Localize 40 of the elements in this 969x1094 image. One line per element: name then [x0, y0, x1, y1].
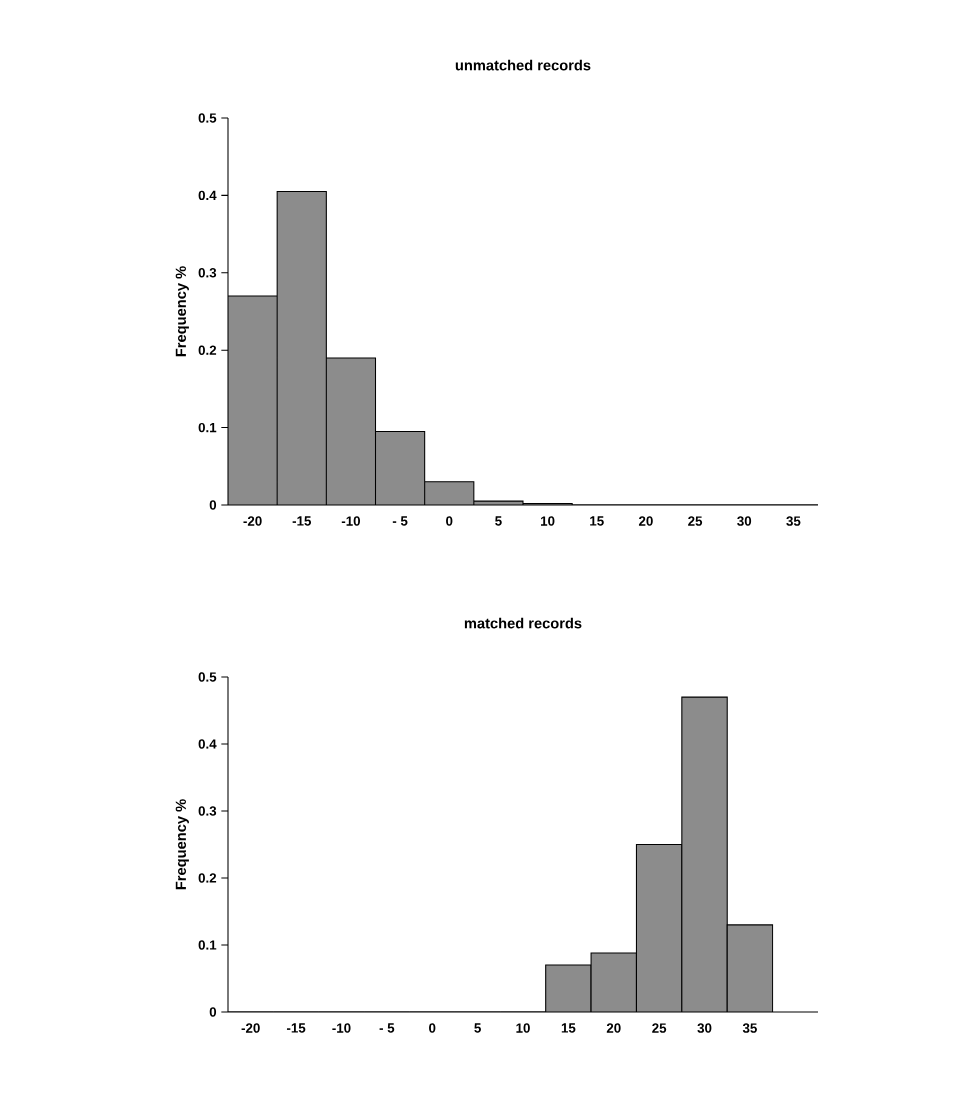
- x-tick-label: -10: [332, 1023, 351, 1033]
- x-tick-label: 0: [429, 1023, 436, 1033]
- y-axis-title: Frequency %: [175, 799, 189, 890]
- x-tick-label: -10: [341, 516, 361, 526]
- x-tick-label: 25: [652, 1023, 667, 1033]
- chart-title: unmatched records: [455, 59, 591, 71]
- x-tick-label: -15: [286, 1023, 306, 1033]
- y-tick-label: 0: [209, 500, 217, 510]
- x-tick-label: 15: [590, 516, 604, 526]
- x-tick-label: 20: [606, 1023, 621, 1033]
- y-tick-label: 0.4: [198, 190, 217, 201]
- y-tick-label: 0.1: [198, 940, 217, 950]
- x-tick-label: - 5: [379, 1023, 395, 1033]
- y-tick-label: 0.4: [198, 739, 217, 749]
- x-tick-label: 25: [688, 516, 703, 526]
- x-tick-label: 5: [474, 1023, 481, 1033]
- x-tick-label: 5: [495, 516, 502, 526]
- y-tick-label: 0.2: [198, 345, 217, 355]
- chart-title: matched records: [464, 617, 582, 629]
- y-tick-label: 0.3: [198, 268, 217, 278]
- x-tick-label: 15: [561, 1023, 576, 1033]
- y-tick-label: 0.3: [198, 806, 217, 816]
- x-tick-label: 10: [516, 1023, 530, 1033]
- x-tick-label: 10: [541, 516, 555, 526]
- y-tick-label: 0: [209, 1007, 217, 1017]
- x-tick-label: 35: [786, 516, 801, 526]
- y-axis-title: Frequency %: [175, 266, 189, 357]
- x-tick-label: 35: [742, 1023, 757, 1033]
- x-tick-label: -20: [243, 516, 262, 526]
- y-tick-label: 0.2: [198, 873, 217, 883]
- x-tick-label: 30: [737, 516, 752, 526]
- y-tick-label: 0.5: [198, 672, 217, 682]
- y-tick-label: 0.1: [198, 422, 217, 433]
- x-tick-label: -15: [292, 516, 312, 526]
- y-tick-label: 0.5: [198, 113, 217, 123]
- x-tick-label: 0: [446, 516, 453, 526]
- x-tick-label: - 5: [392, 516, 408, 526]
- x-tick-label: 30: [697, 1023, 712, 1033]
- x-tick-label: -20: [241, 1023, 260, 1033]
- x-tick-label: 20: [638, 516, 653, 526]
